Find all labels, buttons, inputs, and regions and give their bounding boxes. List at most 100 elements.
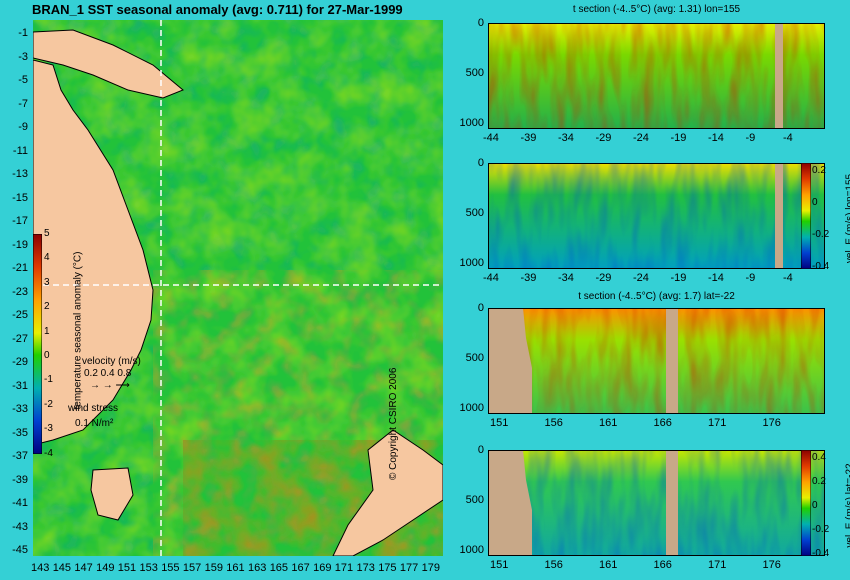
map-y-tick: -7 (18, 97, 28, 110)
map-x-tick: 161 (226, 562, 245, 574)
map-x-tick: 179 (421, 562, 440, 574)
map-x-tick: 153 (139, 562, 158, 574)
panel-x-tick: -14 (708, 132, 724, 144)
map-y-tick: -35 (12, 426, 28, 439)
panel-y-tick: 1000 (459, 402, 484, 414)
panel-colorbar-tick: -0.4 (812, 261, 830, 272)
panel-x-tick: -9 (745, 272, 756, 284)
map-x-tick: 165 (269, 562, 289, 574)
panel-x-tick: 161 (599, 559, 618, 571)
panel-x-tick: -4 (783, 132, 793, 144)
panel-colorbar-v-lat (801, 450, 811, 556)
map-y-tick: -41 (12, 497, 28, 509)
section-plot-v-lat (488, 450, 825, 556)
map-colorbar-tick: -1 (44, 374, 53, 386)
map-x-tick: 155 (161, 562, 180, 574)
map-x-tick: 163 (248, 562, 267, 574)
map-colorbar-label: temperature seasonal anomaly (°C) (72, 251, 84, 410)
map-x-tick: 167 (291, 562, 310, 574)
map-x-tick: 159 (204, 562, 223, 574)
section-plot-t-lat (488, 308, 825, 414)
panel-y-tick: 1000 (459, 117, 484, 129)
tasmania-land (90, 467, 134, 521)
panel-x-tick: 166 (653, 417, 672, 429)
panel-colorbar-tick: -0.2 (812, 524, 830, 535)
panel-colorbar-v-lon (801, 163, 811, 269)
map-x-tick: 149 (96, 562, 115, 574)
panel-colorbar-tick: -0.2 (812, 229, 830, 240)
panel-y-tick: 1000 (459, 544, 484, 556)
panel-colorbar-tick: 0 (812, 500, 818, 511)
panel-y-tick: 1000 (459, 257, 484, 269)
map-y-tick: -1 (18, 27, 28, 39)
map-x-tick: 151 (117, 562, 137, 574)
panel-colorbar-label: vel. E (m/s) lat=-22 (844, 463, 850, 548)
map-colorbar-tick: 0 (44, 350, 50, 361)
panel-x-tick: 176 (762, 559, 781, 571)
map-colorbar-tick: -3 (44, 423, 53, 435)
panel-x-tick: -34 (558, 132, 574, 144)
panel-x-tick: -39 (520, 132, 537, 144)
map-y-tick: -15 (12, 191, 28, 204)
map-x-tick: 147 (74, 562, 93, 574)
panel-y-tick: 500 (465, 494, 484, 506)
panel-y-tick: 500 (465, 352, 484, 364)
map-y-tick: -45 (12, 544, 28, 556)
panel-x-tick: 156 (544, 559, 563, 571)
map-y-tick: -3 (18, 50, 28, 63)
map-y-tick: -19 (12, 238, 28, 251)
map-y-tick: -31 (12, 379, 28, 392)
map-x-tick: 143 (31, 562, 50, 574)
panel-x-tick: -34 (558, 272, 574, 284)
map-x-tick: 175 (378, 562, 397, 574)
section-plot-v-lon (488, 163, 825, 269)
panel-title: t section (-4..5°C) (avg: 1.7) lat=-22 (578, 291, 735, 302)
panel-x-tick: -44 (483, 272, 499, 284)
map-colorbar-tick: 3 (44, 276, 50, 288)
panel-x-tick: -9 (745, 132, 756, 144)
section-plot-t-lon (488, 23, 825, 129)
velocity-legend-arrows: → → ⟶ (90, 380, 130, 391)
new-zealand-land (332, 429, 443, 556)
map-y-tick: -23 (12, 285, 28, 298)
map-colorbar (33, 234, 42, 454)
panel-x-tick: -29 (595, 272, 612, 284)
panel-x-tick: -24 (633, 132, 649, 144)
map-y-tick: -27 (12, 332, 28, 345)
map-x-tick: 145 (52, 562, 72, 574)
map-y-tick: -13 (12, 168, 28, 180)
panel-colorbar-tick: 0.4 (812, 452, 826, 463)
panel-y-tick: 500 (465, 67, 484, 79)
panel-x-tick: -14 (708, 272, 724, 284)
map-y-tick: -11 (12, 144, 28, 157)
panel-y-tick: 0 (477, 17, 484, 29)
map-x-tick: 169 (313, 562, 332, 574)
panel-x-tick: -29 (595, 132, 612, 144)
panel-x-tick: 151 (490, 559, 509, 571)
panel-y-tick: 500 (465, 207, 484, 219)
map-colorbar-tick: 2 (44, 301, 50, 313)
new-guinea-land (33, 29, 184, 99)
panel-x-tick: -24 (633, 272, 649, 284)
map-colorbar-tick: 1 (44, 325, 50, 337)
map-y-tick: -9 (18, 121, 28, 133)
map-title: BRAN_1 SST seasonal anomaly (avg: 0.711)… (32, 2, 403, 17)
panel-x-tick: -19 (670, 132, 687, 144)
panel-y-tick: 0 (477, 302, 484, 314)
panel-x-tick: 166 (653, 559, 672, 571)
map-y-tick: -33 (12, 403, 28, 415)
map-colorbar-tick: 5 (44, 228, 50, 239)
panel-x-tick: 176 (762, 417, 781, 429)
sst-anomaly-map (33, 20, 443, 556)
panel-x-tick: 171 (708, 559, 727, 571)
panel-title: t section (-4..5°C) (avg: 1.31) lon=155 (572, 4, 741, 15)
velocity-legend-title: velocity (m/s) (82, 356, 141, 367)
panel-x-tick: -44 (483, 132, 499, 144)
wind-legend-value: 0.1 N/m² (75, 418, 114, 429)
panel-colorbar-tick: 0.2 (812, 165, 826, 176)
panel-x-tick: 161 (599, 417, 618, 429)
map-colorbar-tick: -2 (44, 398, 53, 410)
panel-colorbar-tick: -0.4 (812, 548, 830, 559)
australia-land (33, 59, 154, 446)
panel-x-tick: 156 (544, 417, 563, 429)
